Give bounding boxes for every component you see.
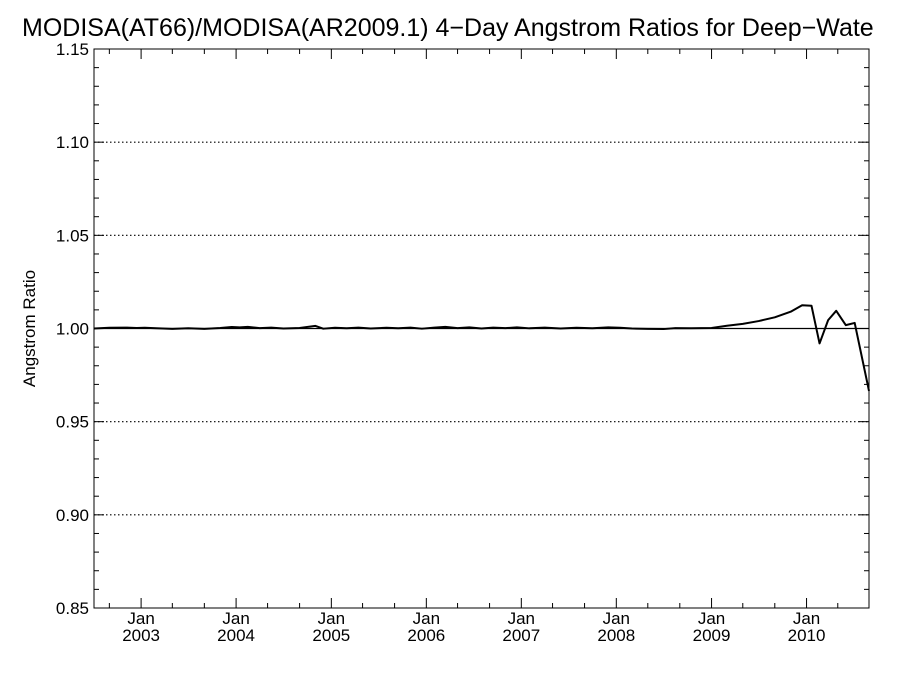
y-tick-labels: 0.85 0.90 0.95 1.00 1.05 1.10 1.15 [56, 40, 89, 618]
x-tick-label-month: Jan [508, 609, 535, 628]
x-tick-label-month: Jan [318, 609, 345, 628]
chart-title: MODISA(AT66)/MODISA(AR2009.1) 4−Day Angs… [22, 14, 874, 42]
y-tick-label: 0.85 [56, 599, 89, 618]
x-tick-label-year: 2008 [597, 626, 635, 645]
y-tick-label: 0.90 [56, 506, 89, 525]
x-tick-label-year: 2010 [788, 626, 826, 645]
x-tick-label-year: 2009 [693, 626, 731, 645]
x-tick-label-year: 2005 [312, 626, 350, 645]
x-tick-label-month: Jan [127, 609, 154, 628]
x-tick-label-month: Jan [222, 609, 249, 628]
x-tick-labels: Jan2003Jan2004Jan2005Jan2006Jan2007Jan20… [122, 609, 825, 645]
y-tick-label: 1.05 [56, 226, 89, 245]
y-tick-label: 0.95 [56, 413, 89, 432]
x-tick-label-month: Jan [603, 609, 630, 628]
x-tick-label-year: 2003 [122, 626, 160, 645]
x-tick-label-month: Jan [793, 609, 820, 628]
x-tick-label-year: 2006 [407, 626, 445, 645]
x-tick-label-year: 2007 [502, 626, 540, 645]
y-tick-label: 1.00 [56, 320, 89, 339]
series-line [93, 304, 870, 392]
x-tick-label-month: Jan [698, 609, 725, 628]
y-tick-label: 1.10 [56, 133, 89, 152]
y-tick-label: 1.15 [56, 40, 89, 59]
axis-ticks [94, 48, 869, 609]
grid-lines [94, 141, 869, 516]
y-axis-label: Angstrom Ratio [20, 270, 39, 387]
x-tick-label-month: Jan [413, 609, 440, 628]
series-group [93, 304, 870, 392]
x-tick-label-year: 2004 [217, 626, 255, 645]
